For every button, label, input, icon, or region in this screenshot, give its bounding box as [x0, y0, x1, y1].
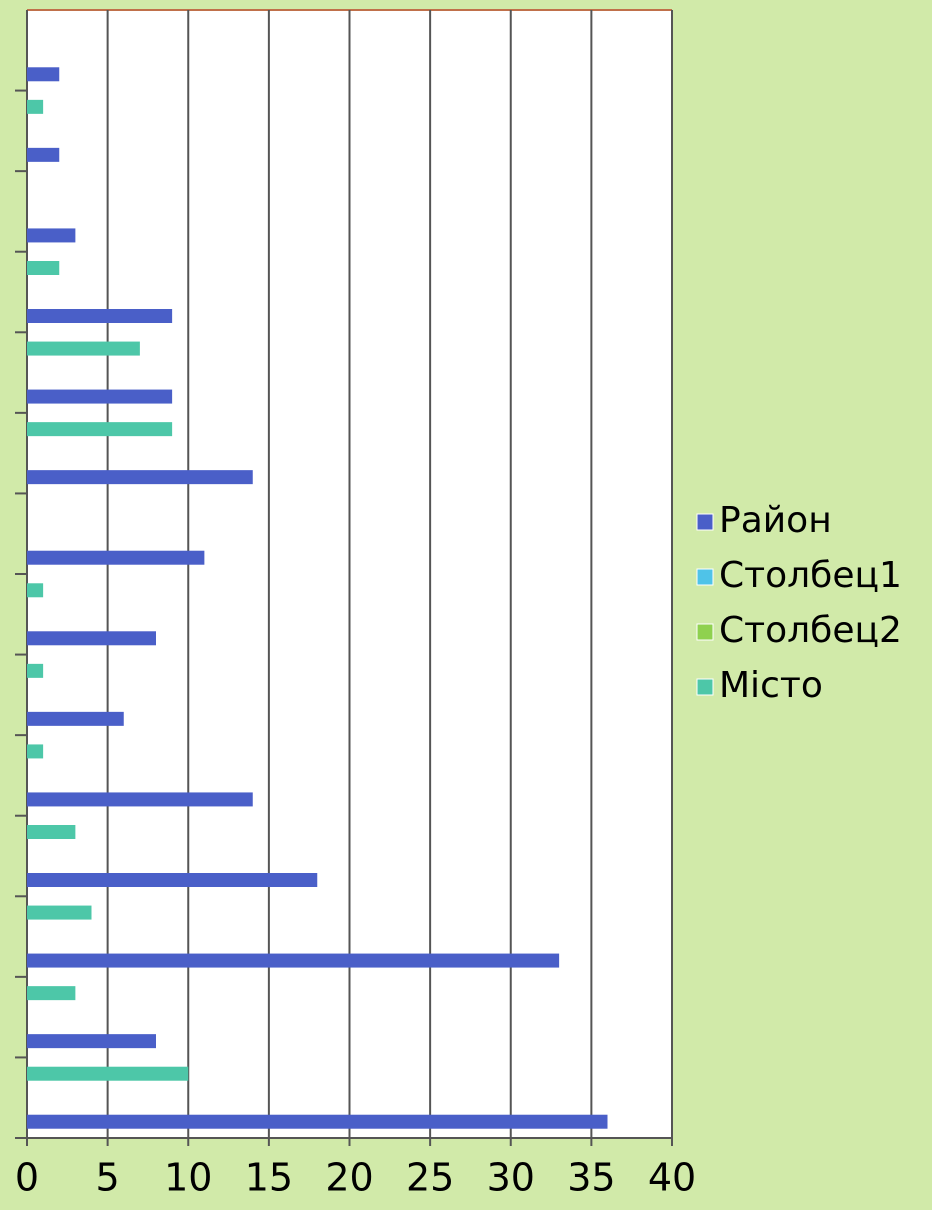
bar: [27, 583, 44, 598]
bar: [27, 261, 60, 275]
bar: [27, 631, 156, 646]
bar: [27, 228, 76, 243]
legend-label: Столбец2: [719, 610, 902, 651]
legend-swatch: [696, 678, 714, 696]
bar: [27, 1034, 156, 1049]
bar: [27, 1114, 608, 1129]
x-tick-label: 15: [245, 1156, 293, 1200]
x-tick-label: 20: [325, 1156, 373, 1200]
legend-swatch: [696, 513, 714, 531]
bar: [27, 1066, 189, 1081]
bar: [27, 470, 253, 485]
legend-label: Район: [719, 500, 832, 541]
bar: [27, 422, 173, 437]
legend-label: Столбец1: [719, 555, 902, 596]
bar: [27, 389, 173, 404]
bar: [27, 873, 318, 887]
bar: [27, 905, 92, 920]
bar: [27, 147, 60, 162]
x-tick-label: 25: [406, 1156, 454, 1200]
bar: [27, 792, 253, 807]
bar: [27, 663, 44, 678]
bar: [27, 550, 205, 565]
x-tick-label: 0: [15, 1156, 39, 1200]
bar: [27, 99, 44, 114]
x-tick-label: 5: [96, 1156, 120, 1200]
bar: [27, 309, 173, 323]
bar: [27, 67, 60, 82]
bar: [27, 986, 76, 1001]
legend-swatch: [696, 568, 714, 586]
bar: [27, 953, 560, 968]
legend-label: Місто: [719, 665, 823, 706]
bar: [27, 341, 140, 356]
x-tick-label: 30: [487, 1156, 535, 1200]
bar: [27, 744, 44, 759]
bar: [27, 711, 124, 726]
x-tick-label: 35: [567, 1156, 615, 1200]
bar: [27, 825, 76, 839]
x-tick-label: 40: [648, 1156, 696, 1200]
legend-swatch: [696, 623, 714, 641]
x-tick-label: 10: [164, 1156, 212, 1200]
